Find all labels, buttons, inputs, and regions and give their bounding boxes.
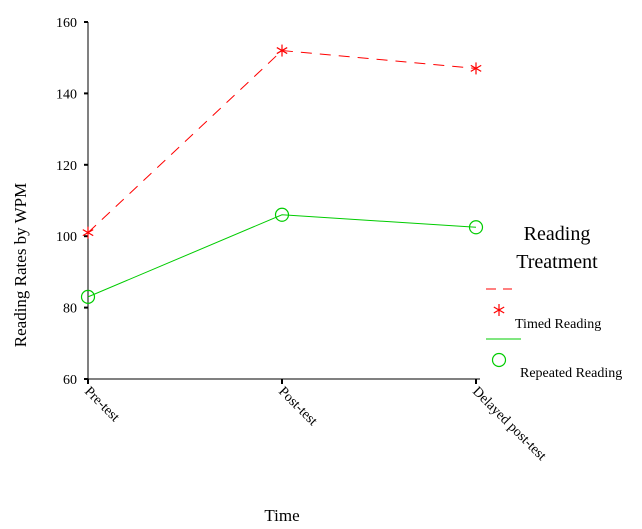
legend-title-line-1: Reading — [524, 223, 591, 245]
point-timed-reading — [470, 62, 482, 75]
plot-frame — [87, 22, 480, 380]
series-line-repeated-reading — [87, 214, 477, 298]
legend-circle-marker — [491, 352, 507, 368]
x-tick-label: Post-test — [275, 384, 320, 429]
x-tick-label: Delayed post-test — [469, 384, 549, 464]
y-axis-title: Reading Rates by WPM — [11, 183, 30, 347]
x-axis-ticks: Pre-test Post-test Delayed post-test — [81, 379, 549, 464]
legend-title-line-2: Treatment — [516, 251, 598, 273]
legend-star-glyph — [493, 304, 505, 316]
legend-star-marker — [493, 304, 505, 316]
y-tick-label: 140 — [56, 87, 77, 102]
y-tick-label: 100 — [56, 230, 77, 245]
point-timed-reading — [82, 226, 94, 239]
legend: Reading Treatment Timed Reading Repeated… — [486, 223, 622, 381]
y-tick-label: 60 — [63, 373, 77, 388]
series-line-timed-reading — [87, 50, 477, 233]
y-tick-label: 160 — [56, 16, 77, 31]
y-tick-label: 120 — [56, 159, 77, 174]
x-tick-label: Pre-test — [81, 384, 122, 425]
legend-label-timed-reading: Timed Reading — [515, 317, 601, 332]
series-layer — [80, 44, 484, 304]
y-tick-label: 80 — [63, 302, 77, 317]
legend-label-repeated-reading: Repeated Reading — [520, 366, 622, 381]
y-axis-ticks: 60 80 100 120 140 160 — [56, 16, 88, 388]
point-timed-reading — [276, 44, 288, 57]
point-repeated-reading — [468, 220, 484, 235]
point-repeated-reading — [274, 207, 290, 222]
x-axis-title: Time — [264, 506, 299, 525]
point-repeated-reading — [80, 289, 96, 304]
